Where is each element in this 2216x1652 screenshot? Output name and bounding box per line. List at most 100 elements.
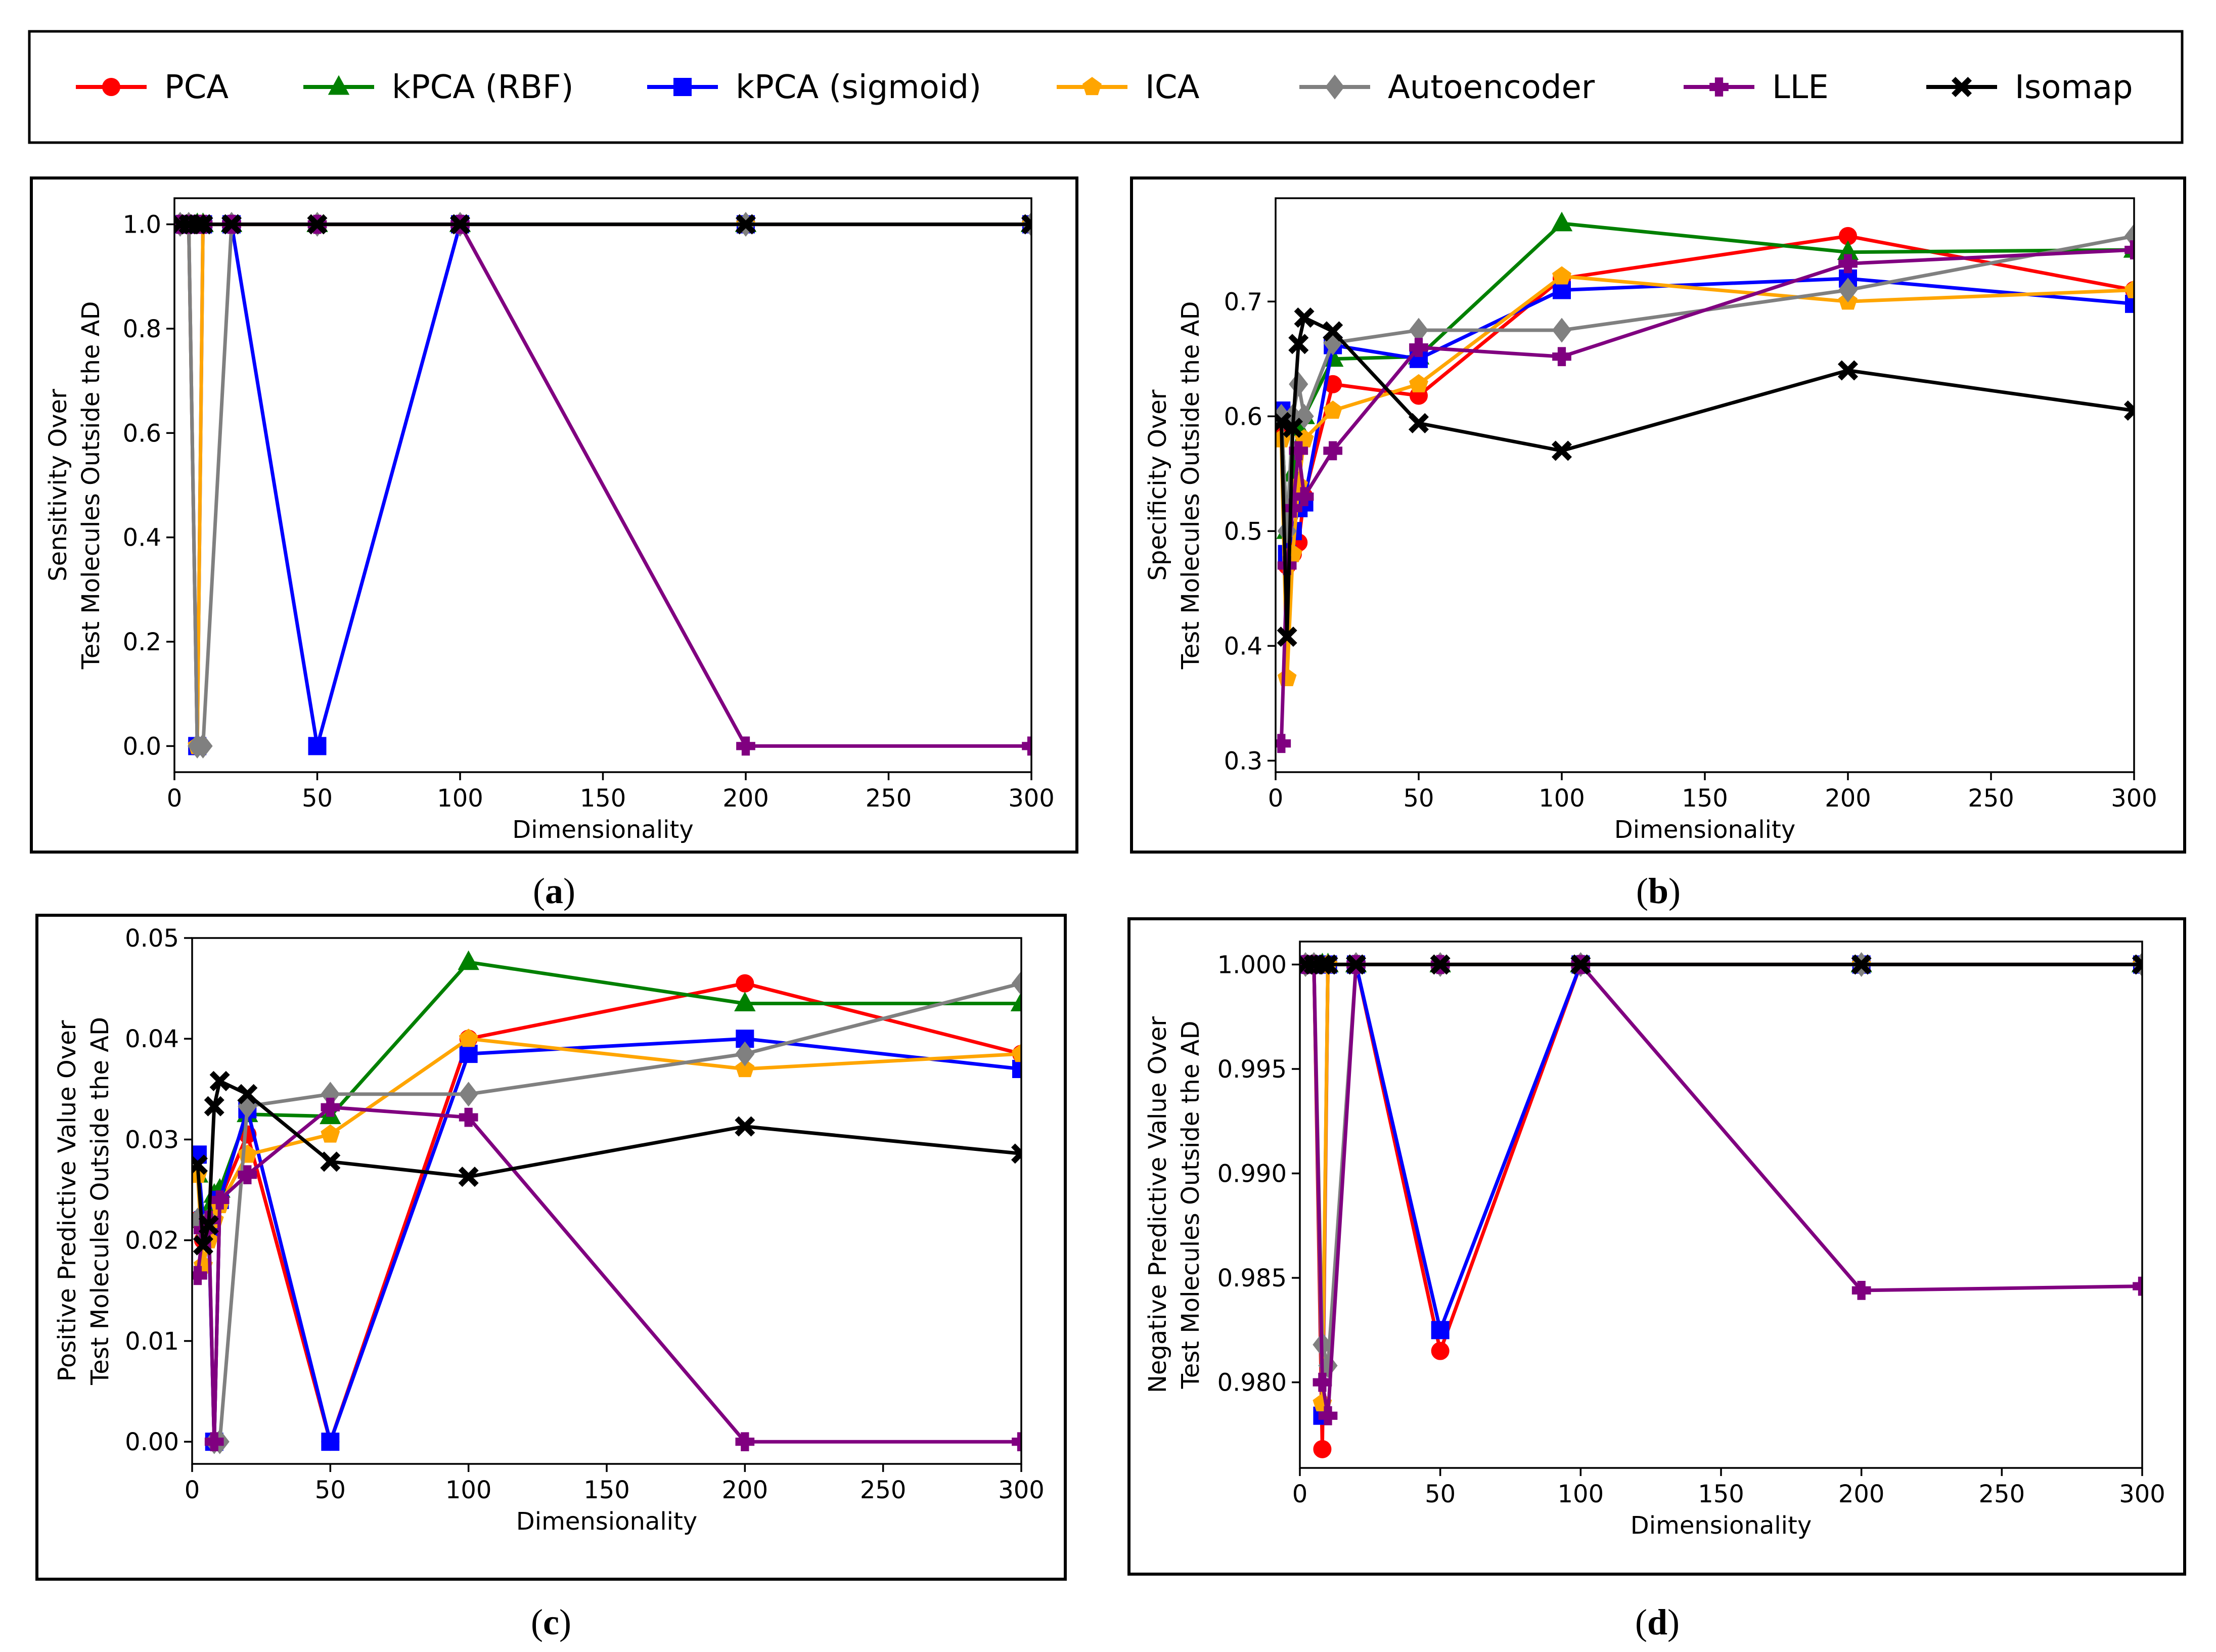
legend-label: kPCA (RBF) [392, 69, 574, 106]
series-line [196, 1105, 1021, 1444]
data-point [321, 1124, 340, 1143]
y-tick-label: 0.02 [125, 1227, 179, 1255]
y-tick-label: 0.5 [1224, 517, 1262, 546]
data-point [1851, 954, 1872, 975]
x-tick-label: 0 [1268, 784, 1284, 813]
series-line [180, 222, 1031, 748]
panel-a: 0 50 100 150 200 250 300 0.0 0.2 0.4 0.6 0.8 1.0 Dime… [30, 176, 1078, 911]
x-tick-label: 200 [722, 1476, 768, 1504]
data-point [449, 214, 471, 235]
data-point [1282, 417, 1303, 438]
data-point [734, 992, 756, 1011]
data-point [238, 1165, 257, 1185]
panel-caption-letter: b [1648, 871, 1668, 911]
data-point [1021, 214, 1031, 235]
series-lle [174, 214, 1031, 756]
plot-area [1299, 941, 2143, 1469]
data-point [1431, 1342, 1450, 1360]
series-line [196, 1037, 1021, 1267]
panel-caption: (a) [533, 871, 575, 911]
series-ica [1300, 954, 2142, 1412]
y-axis-label-line-1: Sensitivity Over [44, 389, 72, 582]
data-point [1409, 338, 1428, 357]
y-tick-label: 0.990 [1217, 1160, 1287, 1188]
series-line [1279, 277, 2134, 556]
series-kpca-rbf [1276, 211, 2134, 539]
x-axis-label: Dimensionality [512, 816, 693, 844]
x-tick-label: 150 [1682, 784, 1728, 813]
legend-label: LLE [1772, 69, 1829, 106]
data-point [1838, 254, 1858, 274]
panel-caption: (b) [1636, 871, 1681, 911]
legend-item-kpca-rbf: kPCA (RBF) [303, 69, 574, 106]
panel-c: 0 50 100 150 200 250 300 0.00 0.01 0.02 0.03 0.04 0.… [35, 914, 1067, 1642]
series-line [1305, 962, 2142, 1405]
series-line [196, 960, 1021, 1222]
x-tick-label: 150 [1698, 1480, 1744, 1508]
series-isomap [192, 1070, 1021, 1256]
series-line [1305, 962, 2142, 1418]
data-point [308, 737, 327, 755]
data-point [1289, 372, 1308, 397]
panel-caption: (c) [531, 1602, 571, 1642]
data-point [1851, 1281, 1871, 1300]
x-tick-label: 250 [1979, 1480, 2025, 1508]
data-point [1294, 404, 1314, 429]
series-line [196, 981, 1021, 1444]
data-point [204, 1096, 224, 1117]
x-tick-label: 150 [583, 1476, 630, 1504]
data-point [458, 950, 479, 970]
series-isomap [1300, 954, 2142, 975]
y-tick-label: 0.4 [123, 524, 161, 552]
series-ica [1276, 266, 2134, 686]
data-point [459, 1029, 478, 1047]
data-point [1409, 374, 1428, 392]
series-line [1279, 234, 2134, 533]
x-tick-label: 150 [580, 784, 626, 813]
series-pca [1300, 955, 2142, 1458]
data-point [193, 733, 213, 758]
data-point [735, 1041, 755, 1066]
legend-item-pca: PCA [76, 69, 229, 106]
y-axis-label-line-2: Test Molecules Outside the AD [77, 301, 105, 670]
data-point [736, 736, 755, 756]
panel-d: 0 50 100 150 200 250 300 0.980 0.985 0.990 0.995 1.… [1127, 917, 2186, 1642]
data-point [2123, 400, 2134, 421]
x-tick-label: 50 [1425, 1480, 1456, 1508]
series-line [1279, 274, 2134, 680]
y-tick-label: 0.8 [123, 315, 161, 343]
data-point [307, 214, 328, 235]
data-point [1323, 321, 1343, 342]
data-point [1318, 954, 1338, 975]
x-tick-label: 200 [722, 784, 769, 813]
panel-frame [1130, 176, 2186, 854]
data-point [459, 1107, 478, 1127]
y-axis-label-line-2: Test Molecules Outside the AD [1177, 1021, 1205, 1390]
y-tick-label: 0.3 [1224, 747, 1262, 775]
y-tick-label: 0.980 [1217, 1369, 1287, 1397]
x-axis-label: Dimensionality [516, 1507, 697, 1536]
series-isomap [174, 214, 1031, 235]
series-autoencoder [1276, 224, 2134, 544]
data-point [320, 1151, 341, 1172]
data-point [193, 214, 213, 235]
legend-marker [673, 78, 692, 96]
data-point [1294, 307, 1315, 328]
data-point [2124, 280, 2134, 298]
x-tick-label: 50 [315, 1476, 346, 1504]
panel-caption: (d) [1635, 1602, 1680, 1642]
plot-data [192, 950, 1021, 1454]
data-point [735, 214, 756, 235]
data-point [321, 1097, 340, 1117]
data-point [1313, 1440, 1332, 1458]
data-point [1288, 334, 1309, 354]
series-autoencoder [174, 212, 1031, 758]
y-axis-label-line-1: Positive Predictive Value Over [53, 1020, 81, 1381]
data-point [735, 1059, 755, 1078]
data-point [2132, 954, 2142, 975]
y-tick-label: 0.0 [123, 732, 161, 761]
legend-label: Isomap [2015, 69, 2133, 106]
legend-label: Autoencoder [1388, 69, 1595, 106]
panel-caption-letter: c [543, 1602, 559, 1642]
x-tick-label: 200 [1825, 784, 1871, 813]
